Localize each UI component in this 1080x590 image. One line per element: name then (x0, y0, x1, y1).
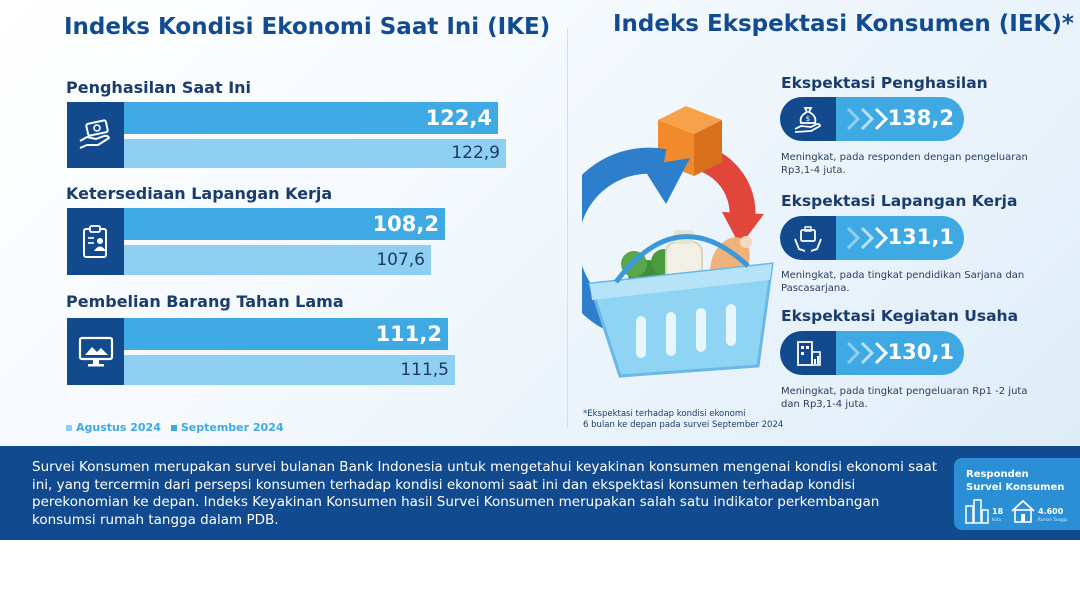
bar-lapangan-kerja-august: 108,2 (124, 208, 445, 240)
iek-note-penghasilan: Meningkat, pada responden dengan pengelu… (781, 152, 1028, 176)
money-bag-hand-icon: $ (780, 97, 836, 141)
iek-label-lapangan-kerja: Ekspektasi Lapangan Kerja (781, 192, 1018, 210)
chart-legend: Agustus 2024 September 2024 (66, 421, 284, 434)
house-icon (1011, 499, 1035, 523)
monitor-icon (67, 318, 124, 385)
iek-value-penghasilan: 138,2 (887, 106, 954, 130)
bar-penghasilan-september: 122,9 (124, 139, 506, 168)
iek-pill-lapangan-kerja: 131,1 (780, 216, 964, 260)
bar-barang-tahan-lama-september: 111,5 (124, 355, 455, 385)
shopping-basket-illustration (552, 104, 780, 380)
iek-footnote: *Ekspektasi terhadap kondisi ekonomi 6 b… (583, 409, 783, 431)
bar-lapangan-kerja-september: 107,6 (124, 245, 431, 275)
legend-item-september: September 2024 (170, 421, 284, 434)
respondents-title: Responden Survei Konsumen (966, 468, 1064, 494)
respondents-title-line-2: Survei Konsumen (966, 482, 1065, 493)
iek-note-kegiatan-usaha: Meningkat, pada tingkat pengeluaran Rp1 … (781, 386, 1028, 410)
bar-barang-tahan-lama-august: 111,2 (124, 318, 448, 350)
footnote-line-2: 6 bulan ke depan pada survei September 2… (583, 420, 784, 430)
iek-label-penghasilan: Ekspektasi Penghasilan (781, 74, 988, 92)
respondents-title-line-1: Responden (966, 469, 1029, 480)
respondents-households-unit: Rumah Tangga (1038, 517, 1068, 522)
iek-label-kegiatan-usaha: Ekspektasi Kegiatan Usaha (781, 307, 1019, 325)
iek-title: Indeks Ekspektasi Konsumen (IEK)* (613, 11, 1074, 37)
chevrons-icon (846, 107, 889, 131)
svg-text:$: $ (806, 115, 810, 123)
building-chart-icon (780, 331, 836, 375)
section-divider (567, 28, 568, 428)
ike-title: Indeks Kondisi Ekonomi Saat Ini (IKE) (64, 14, 551, 40)
footer-band: Survei Konsumen merupakan survei bulanan… (0, 446, 1080, 540)
ike-label-barang-tahan-lama: Pembelian Barang Tahan Lama (66, 292, 344, 311)
chevrons-icon (846, 226, 889, 250)
ike-label-lapangan-kerja: Ketersediaan Lapangan Kerja (66, 184, 333, 203)
respondents-cities: 18 (992, 507, 1004, 516)
money-hand-icon (67, 102, 124, 168)
respondents-cities-unit: Kota (992, 517, 1001, 522)
iek-pill-penghasilan: $ 138,2 (780, 97, 964, 141)
legend-label-august: Agustus 2024 (76, 421, 161, 434)
clipboard-person-icon (67, 208, 124, 275)
bar-penghasilan-august: 122,4 (124, 102, 498, 134)
iek-note-lapangan-kerja: Meningkat, pada tingkat pendidikan Sarja… (781, 270, 1025, 294)
iek-pill-kegiatan-usaha: 130,1 (780, 331, 964, 375)
footnote-line-1: *Ekspektasi terhadap kondisi ekonomi (583, 409, 746, 419)
iek-value-lapangan-kerja: 131,1 (887, 225, 954, 249)
iek-value-kegiatan-usaha: 130,1 (887, 340, 954, 364)
briefcase-hands-icon (780, 216, 836, 260)
respondents-box: Responden Survei Konsumen 18 Kota 4.600 … (954, 458, 1080, 530)
chevrons-icon (846, 341, 889, 365)
legend-label-september: September 2024 (180, 421, 284, 434)
footer-description: Survei Konsumen merupakan survei bulanan… (32, 459, 938, 528)
city-buildings-icon (965, 499, 989, 524)
infographic: Indeks Kondisi Ekonomi Saat Ini (IKE) In… (0, 0, 1080, 540)
ike-label-penghasilan: Penghasilan Saat Ini (66, 78, 252, 97)
legend-item-august: Agustus 2024 (66, 421, 161, 434)
respondents-households: 4.600 (1038, 507, 1064, 516)
